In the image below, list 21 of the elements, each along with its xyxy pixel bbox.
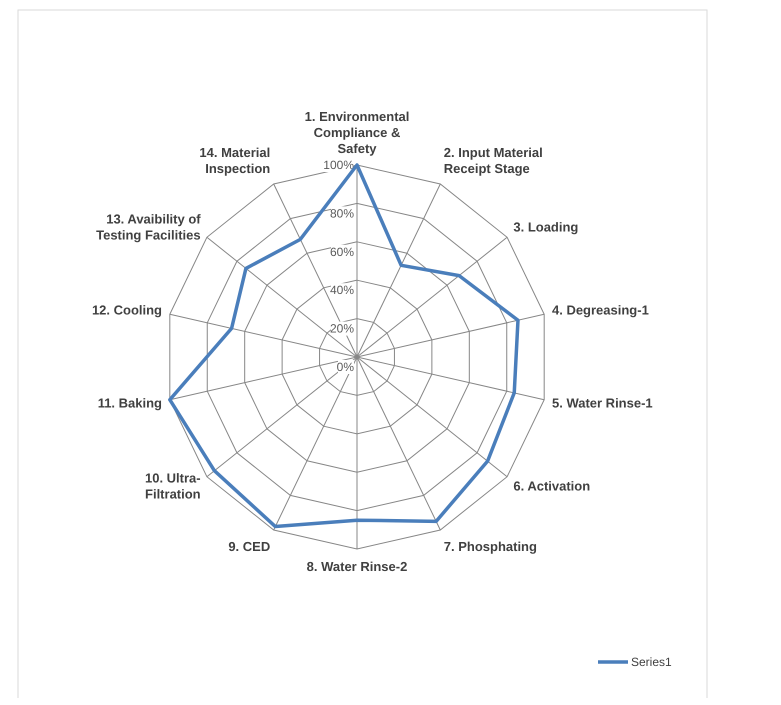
y-tick-label: 0% (336, 360, 354, 374)
y-tick-label: 100% (323, 158, 354, 172)
y-tick-label: 20% (330, 322, 354, 336)
spoke-label: 5. Water Rinse-1 (552, 395, 653, 410)
spoke-label: 12. Cooling (92, 302, 162, 318)
y-tick-label: 60% (330, 244, 354, 259)
spoke-label: 4. Degreasing-1 (552, 302, 649, 318)
spoke-label: 7. Phosphating (444, 539, 538, 554)
spoke-label: 2. Input Material Receipt Stage (444, 144, 543, 176)
spoke-label: 14. Material Inspection (199, 144, 270, 176)
spoke-label: 13. Avaibility of Testing Facilities (96, 211, 202, 242)
legend-label: Series1 (631, 655, 672, 669)
spoke-label: 3. Loading (513, 219, 578, 234)
spoke-label: 11. Baking (98, 395, 162, 410)
spoke-label: 6. Activation (513, 478, 590, 494)
y-tick-label: 80% (330, 206, 354, 220)
spoke-label: 1. Environmental Compliance & Safety (304, 109, 410, 156)
spoke-label: 10. Ultra-Filtration (144, 470, 201, 502)
spoke-label: 8. Water Rinse-2 (306, 559, 408, 574)
y-tick-label: 40% (330, 283, 354, 298)
spoke-label: 9. CED (228, 539, 270, 554)
